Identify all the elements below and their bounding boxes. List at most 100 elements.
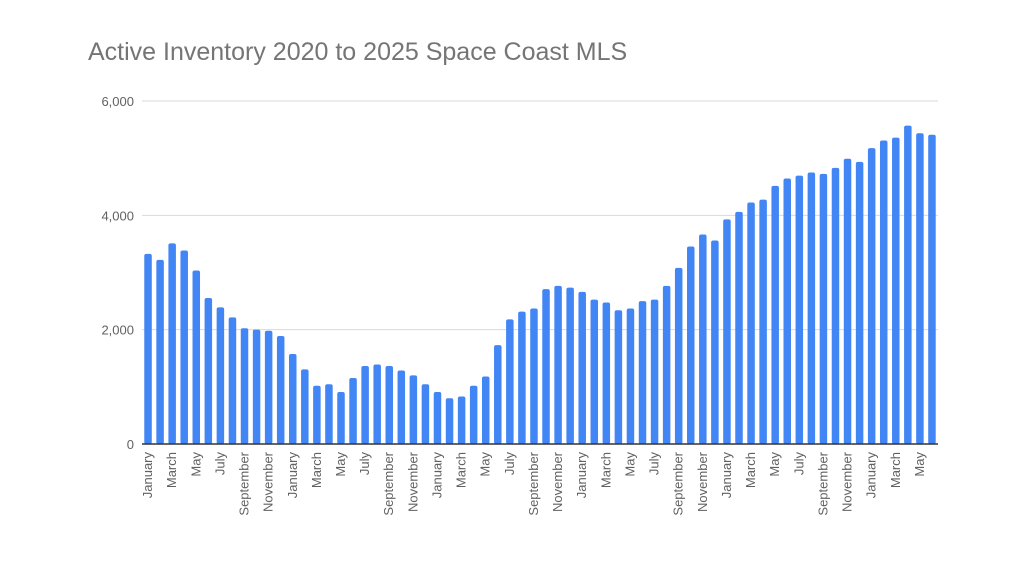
y-tick-label: 6,000	[101, 94, 134, 109]
x-tick-label: March	[309, 452, 324, 488]
bar	[807, 172, 816, 445]
y-tick-label: 2,000	[101, 323, 134, 338]
bar	[506, 319, 514, 444]
bar	[445, 398, 454, 444]
x-tick-label: September	[237, 451, 252, 515]
bar	[699, 234, 707, 444]
chart-title: Active Inventory 2020 to 2025 Space Coas…	[88, 38, 628, 66]
x-tick-label: May	[622, 452, 637, 477]
bar	[469, 385, 478, 444]
bar	[650, 299, 659, 444]
bar	[180, 250, 188, 444]
bar	[662, 285, 671, 444]
x-tick-label: September	[815, 451, 830, 515]
bar	[614, 310, 623, 444]
bar	[204, 297, 213, 444]
bar	[421, 384, 430, 444]
x-tick-label: November	[550, 451, 565, 512]
bar	[795, 175, 804, 445]
bar	[228, 317, 237, 444]
bar	[687, 246, 695, 444]
bar	[361, 365, 369, 444]
bar	[216, 307, 225, 444]
x-tick-label: July	[357, 452, 372, 476]
bar	[289, 353, 297, 444]
x-tick-label: May	[188, 452, 203, 477]
bar	[433, 391, 442, 444]
bar	[494, 345, 502, 444]
x-tick-label: July	[502, 452, 517, 476]
x-tick-label: July	[212, 452, 227, 476]
bar	[301, 369, 309, 444]
x-tick-label: January	[864, 452, 879, 499]
bar	[843, 158, 852, 444]
bar	[144, 253, 152, 444]
bar	[892, 137, 900, 444]
bar	[916, 133, 924, 444]
y-tick-label: 0	[127, 437, 134, 452]
x-tick-label: March	[888, 452, 903, 488]
x-tick-label: July	[647, 452, 662, 476]
x-tick-label: January	[719, 452, 734, 499]
x-tick-label: November	[405, 451, 420, 512]
bar	[904, 125, 912, 444]
x-tick-label: March	[454, 452, 469, 488]
bar	[626, 308, 635, 444]
bar	[313, 385, 321, 444]
bar	[674, 267, 683, 444]
x-tick-label: July	[791, 452, 806, 476]
bar	[759, 199, 767, 444]
bar	[928, 134, 936, 444]
bar	[409, 375, 418, 444]
bar	[349, 377, 357, 444]
bar	[252, 329, 261, 444]
bar	[879, 140, 888, 444]
bar	[530, 308, 538, 444]
x-tick-label: March	[743, 452, 758, 488]
x-tick-label: January	[429, 452, 444, 499]
bar	[325, 384, 333, 444]
bar	[192, 270, 201, 444]
x-tick-label: September	[671, 451, 686, 515]
bar	[590, 299, 599, 444]
bar	[385, 365, 393, 444]
bar	[855, 161, 864, 444]
bar	[264, 330, 273, 444]
bar	[747, 202, 755, 444]
bar	[735, 211, 743, 444]
bar	[240, 328, 249, 444]
x-tick-label: January	[285, 452, 300, 499]
x-tick-label: May	[767, 452, 782, 477]
x-tick-label: May	[333, 452, 348, 477]
bar	[337, 391, 345, 444]
x-tick-label: May	[912, 452, 927, 477]
x-tick-label: September	[526, 451, 541, 515]
x-tick-label: May	[478, 452, 493, 477]
bar	[711, 240, 719, 444]
bar	[566, 287, 574, 444]
bar	[276, 335, 285, 444]
x-tick-label: November	[840, 451, 855, 512]
bar	[518, 311, 526, 444]
bar	[867, 148, 876, 444]
bar	[602, 302, 611, 444]
bar	[397, 370, 406, 444]
bar	[457, 396, 466, 444]
bar	[156, 259, 164, 444]
bar	[542, 289, 550, 444]
bar	[638, 301, 647, 444]
x-tick-label: March	[164, 452, 179, 488]
bar	[831, 167, 840, 444]
bar	[783, 178, 791, 445]
x-tick-label: September	[381, 451, 396, 515]
x-tick-label: November	[261, 451, 276, 512]
bar	[723, 219, 731, 444]
x-tick-label: March	[598, 452, 613, 488]
bar	[578, 291, 586, 444]
x-tick-label: January	[140, 452, 155, 499]
bar	[481, 376, 490, 444]
bar	[554, 285, 562, 444]
bar	[771, 185, 779, 444]
